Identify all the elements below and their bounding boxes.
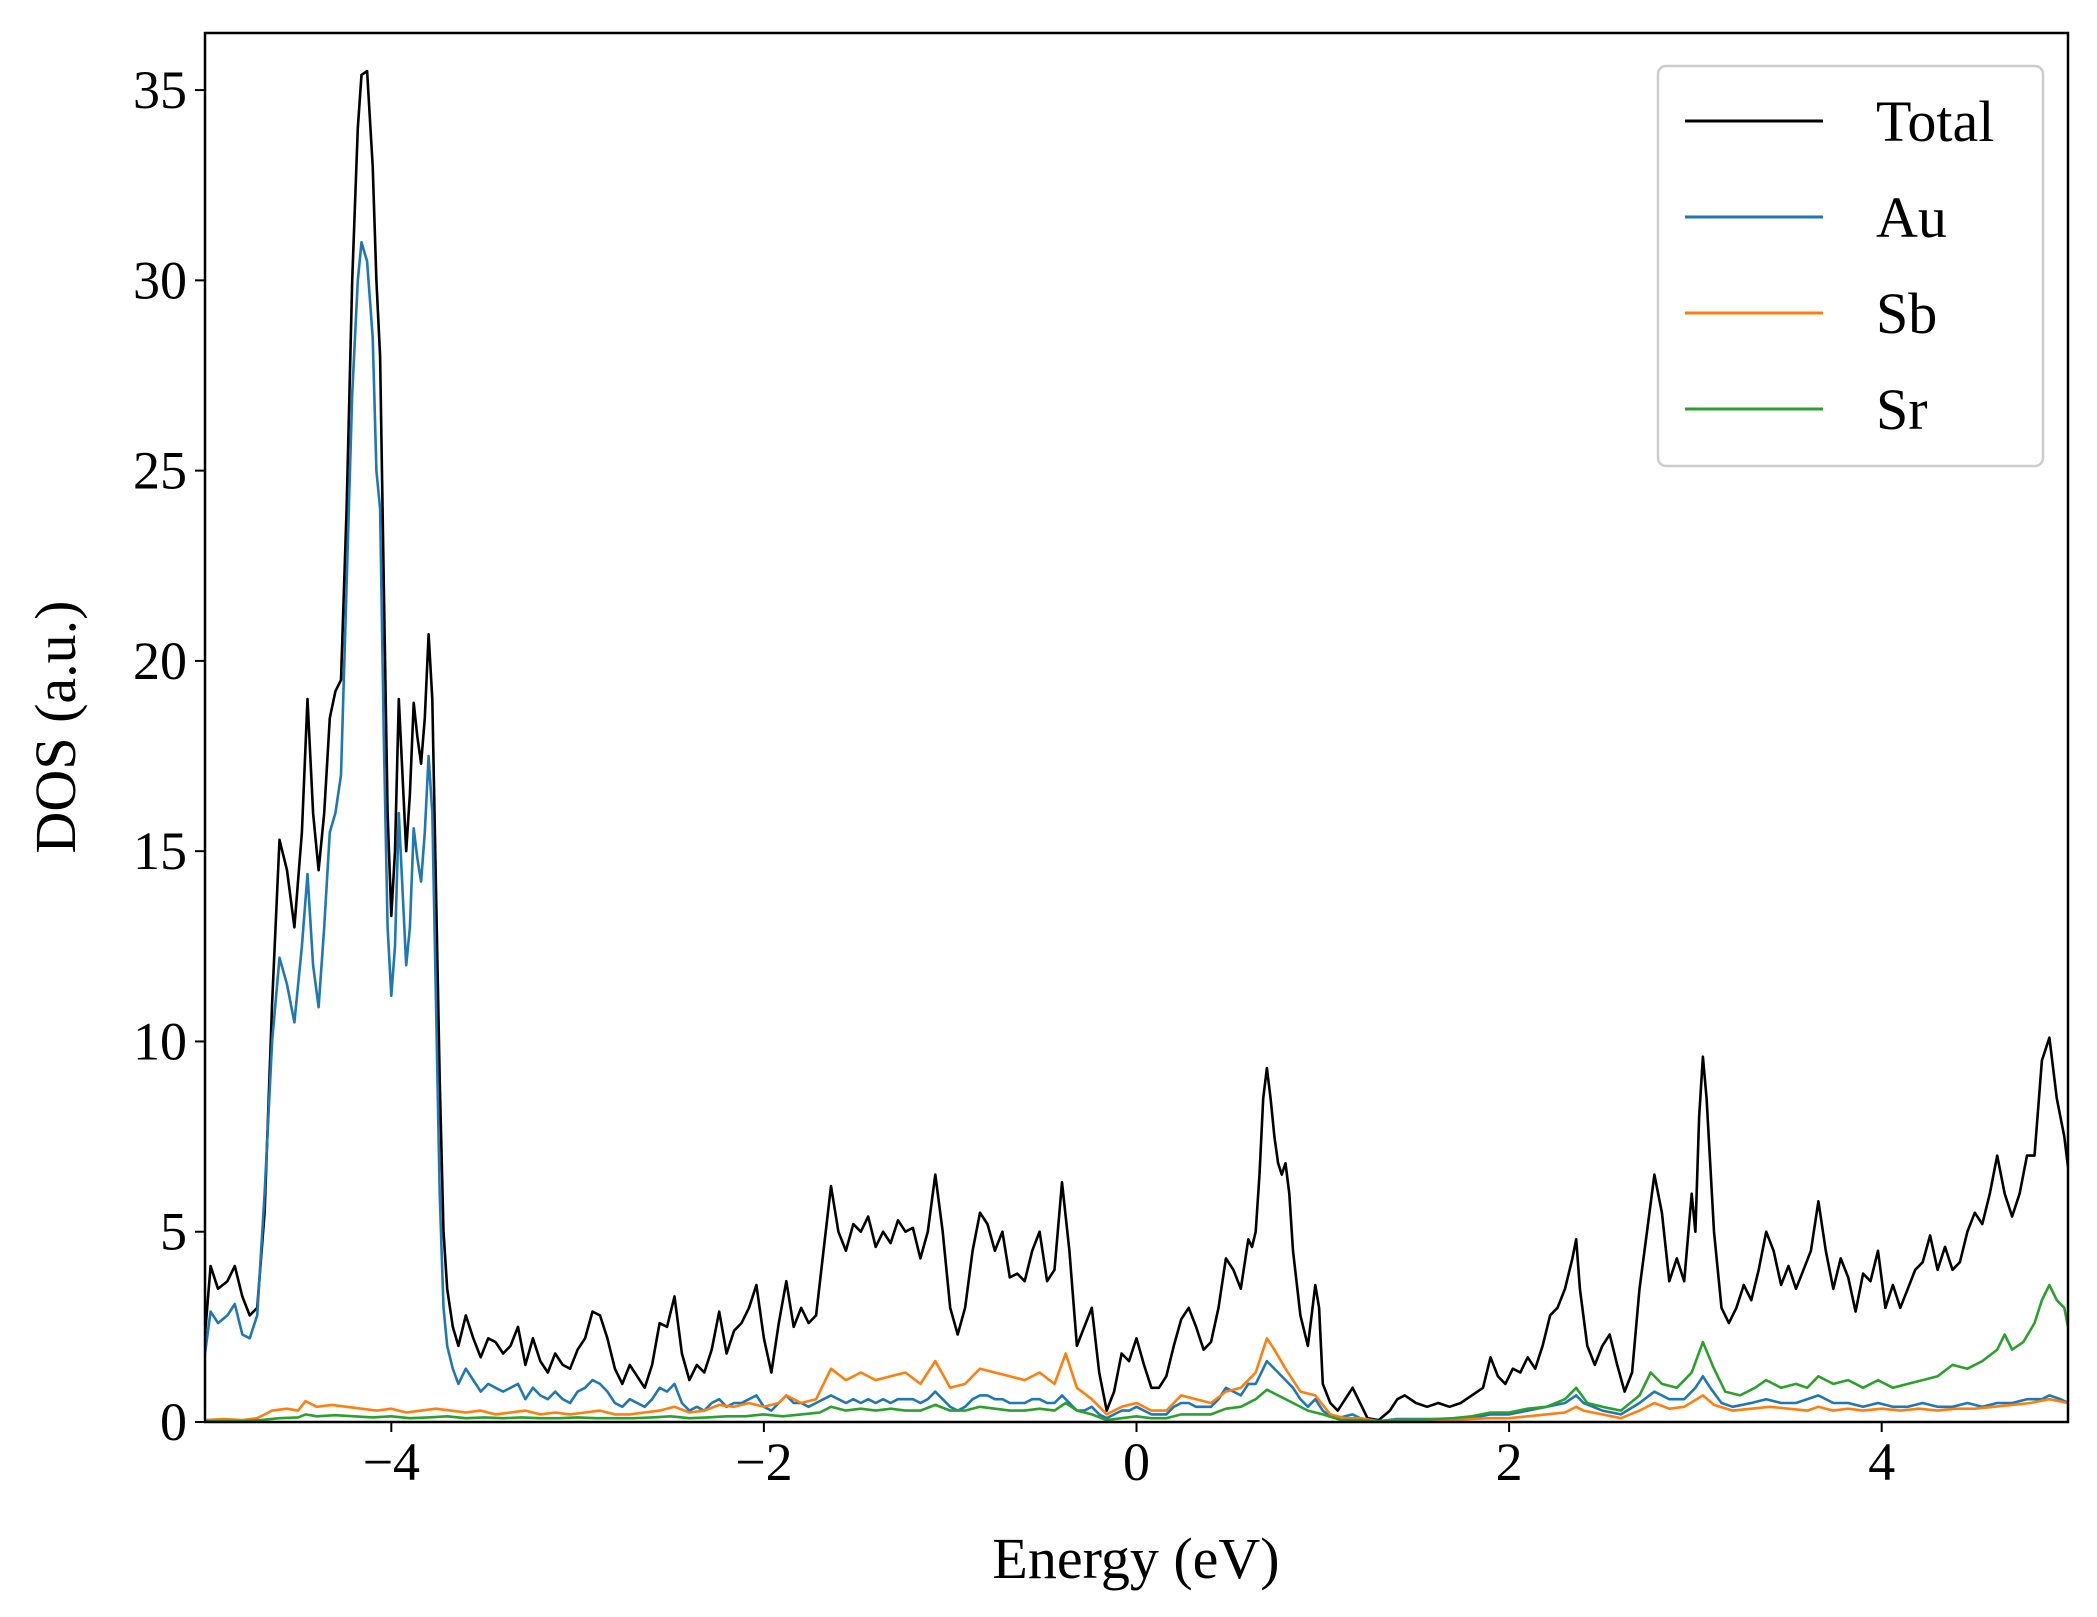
y-tick-label: 10 bbox=[133, 1011, 187, 1071]
x-tick-label: 0 bbox=[1123, 1432, 1150, 1492]
y-tick-label: 35 bbox=[133, 60, 187, 120]
legend-label-sr: Sr bbox=[1876, 377, 1928, 442]
y-axis-label: DOS (a.u.) bbox=[23, 601, 88, 854]
legend: Total Au Sb Sr bbox=[1658, 66, 2043, 466]
x-axis-label: Energy (eV) bbox=[992, 1526, 1279, 1591]
y-tick-label: 20 bbox=[133, 631, 187, 691]
legend-label-total: Total bbox=[1876, 89, 1994, 154]
x-tick-label: −2 bbox=[735, 1432, 792, 1492]
y-tick-label: 30 bbox=[133, 250, 187, 310]
series-line-sr bbox=[205, 1285, 2068, 1421]
y-axis: 0 5 10 15 20 25 30 35 bbox=[133, 60, 205, 1452]
y-tick-label: 5 bbox=[160, 1202, 187, 1262]
y-tick-label: 25 bbox=[133, 441, 187, 501]
x-axis: −4 −2 0 2 4 bbox=[363, 1422, 1896, 1492]
legend-label-sb: Sb bbox=[1876, 281, 1937, 346]
x-tick-label: 4 bbox=[1868, 1432, 1895, 1492]
y-tick-label: 0 bbox=[160, 1392, 187, 1452]
x-tick-label: 2 bbox=[1496, 1432, 1523, 1492]
legend-label-au: Au bbox=[1876, 185, 1947, 250]
x-tick-label: −4 bbox=[363, 1432, 420, 1492]
y-tick-label: 15 bbox=[133, 821, 187, 881]
